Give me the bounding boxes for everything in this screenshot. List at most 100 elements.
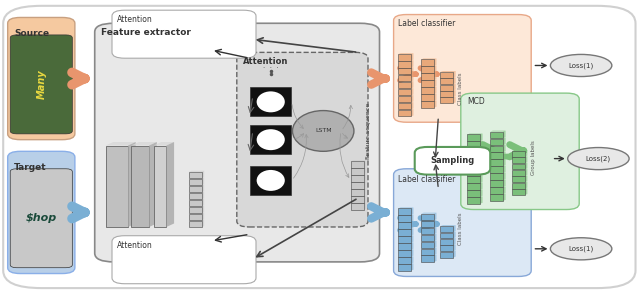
Polygon shape	[440, 77, 456, 78]
Bar	[398, 82, 411, 88]
Bar	[512, 151, 525, 157]
Polygon shape	[434, 58, 436, 66]
Bar	[398, 264, 411, 271]
Bar	[421, 101, 434, 108]
Bar	[398, 236, 411, 243]
Bar	[512, 176, 525, 182]
Bar	[512, 164, 525, 169]
Polygon shape	[503, 173, 506, 180]
Polygon shape	[434, 100, 436, 108]
Polygon shape	[411, 95, 413, 102]
Text: Group labels: Group labels	[531, 140, 536, 175]
Bar	[398, 103, 411, 109]
Bar	[467, 162, 480, 169]
Polygon shape	[398, 67, 413, 68]
Polygon shape	[434, 248, 436, 255]
Text: Class labels: Class labels	[458, 212, 463, 245]
Bar	[421, 255, 434, 262]
FancyBboxPatch shape	[461, 93, 579, 210]
Polygon shape	[398, 242, 413, 243]
Polygon shape	[480, 155, 483, 162]
Text: Loss(1): Loss(1)	[568, 62, 594, 69]
Bar	[490, 180, 503, 187]
Polygon shape	[480, 168, 483, 176]
Polygon shape	[398, 214, 413, 215]
Text: Loss(2): Loss(2)	[586, 155, 611, 162]
Bar	[490, 139, 503, 145]
Text: Loss(1): Loss(1)	[568, 246, 594, 252]
Bar	[398, 54, 411, 61]
Polygon shape	[512, 182, 527, 183]
Text: Source: Source	[14, 29, 49, 38]
Polygon shape	[421, 213, 436, 214]
Bar	[421, 80, 434, 87]
Bar	[467, 190, 480, 197]
Polygon shape	[398, 228, 413, 229]
Polygon shape	[525, 182, 527, 189]
Text: Attention: Attention	[117, 241, 153, 250]
Polygon shape	[421, 227, 436, 228]
Polygon shape	[434, 65, 436, 73]
Bar	[421, 87, 434, 94]
Polygon shape	[189, 220, 204, 221]
Bar	[398, 243, 411, 250]
Bar	[490, 159, 503, 166]
Polygon shape	[480, 175, 483, 183]
Bar	[351, 196, 364, 203]
Polygon shape	[421, 248, 436, 249]
Polygon shape	[453, 225, 456, 232]
Polygon shape	[453, 232, 456, 238]
Bar	[440, 245, 453, 251]
Polygon shape	[421, 100, 436, 101]
Polygon shape	[434, 227, 436, 234]
Bar	[421, 242, 434, 248]
Bar	[351, 189, 364, 196]
Polygon shape	[398, 95, 413, 96]
Bar	[421, 221, 434, 227]
Polygon shape	[453, 244, 456, 251]
Bar	[467, 134, 480, 141]
Polygon shape	[411, 256, 413, 264]
Polygon shape	[434, 241, 436, 248]
Polygon shape	[364, 202, 366, 210]
Polygon shape	[467, 182, 483, 183]
Polygon shape	[480, 189, 483, 197]
Bar	[467, 197, 480, 204]
Text: Attention: Attention	[117, 15, 153, 24]
Bar	[421, 73, 434, 80]
Bar	[421, 214, 434, 220]
Bar	[421, 66, 434, 73]
Polygon shape	[434, 220, 436, 227]
Bar	[351, 168, 364, 175]
Polygon shape	[351, 195, 366, 196]
Polygon shape	[434, 72, 436, 80]
Polygon shape	[421, 72, 436, 73]
Bar	[440, 239, 453, 245]
Polygon shape	[503, 166, 506, 173]
Polygon shape	[503, 187, 506, 194]
Bar	[467, 148, 480, 155]
FancyBboxPatch shape	[3, 6, 636, 288]
Bar	[490, 194, 503, 201]
Text: Feature extractor: Feature extractor	[101, 28, 191, 37]
Polygon shape	[202, 171, 204, 178]
Polygon shape	[421, 234, 436, 235]
FancyBboxPatch shape	[8, 17, 75, 140]
Polygon shape	[411, 60, 413, 68]
Polygon shape	[421, 220, 436, 221]
Polygon shape	[512, 175, 527, 176]
Bar	[490, 132, 503, 138]
Polygon shape	[351, 167, 366, 168]
FancyBboxPatch shape	[415, 147, 490, 175]
Bar	[467, 155, 480, 162]
Polygon shape	[411, 249, 413, 257]
Polygon shape	[490, 138, 506, 139]
Polygon shape	[189, 199, 204, 200]
Polygon shape	[351, 174, 366, 175]
Polygon shape	[434, 255, 436, 262]
Bar	[398, 89, 411, 95]
Polygon shape	[189, 206, 204, 207]
Polygon shape	[398, 256, 413, 257]
Ellipse shape	[568, 148, 629, 170]
Polygon shape	[189, 213, 204, 214]
